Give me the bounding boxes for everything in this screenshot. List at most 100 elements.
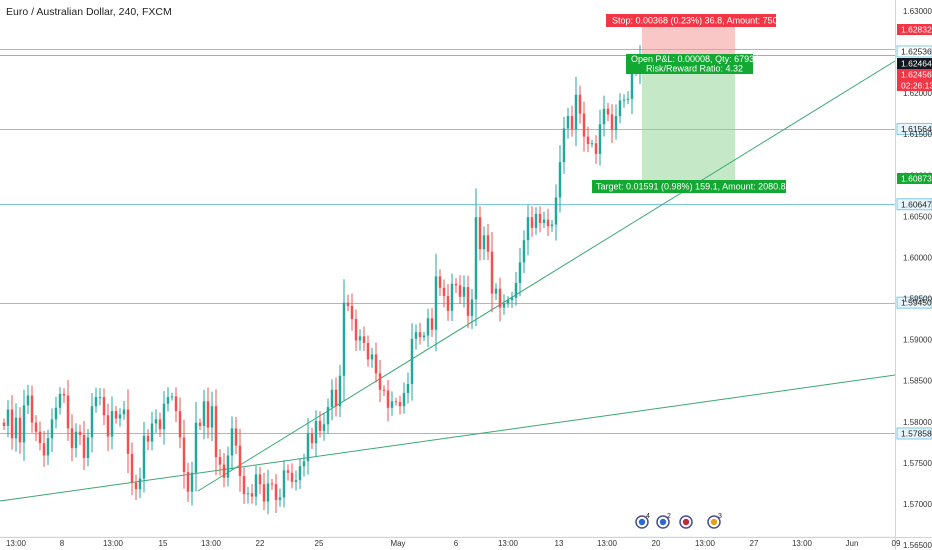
candle [418, 322, 422, 345]
candle [270, 478, 274, 490]
candle-body [362, 336, 366, 343]
candle [182, 419, 186, 489]
candle-body [422, 335, 426, 338]
candle [110, 396, 114, 450]
candle [122, 401, 126, 420]
candle-body [414, 332, 418, 339]
candle [342, 279, 346, 402]
candle-body [238, 445, 242, 477]
level-tag: 1.59450 [896, 296, 932, 309]
event-count: 3 [718, 513, 722, 520]
time-axis[interactable]: 13:00 8 13:00 15 13:00 22 25 May 6 13:00 13 13:00 20… [6, 539, 901, 548]
y-tick-label: 1.61500 [903, 130, 932, 139]
candle-body [110, 411, 114, 437]
x-tick-label: 22 [256, 539, 265, 548]
candle [174, 387, 178, 423]
candle-body [474, 217, 478, 300]
candle [126, 389, 130, 474]
pnl-label-box[interactable]: Open P&L: 0.00008, Qty: 67934 Risk/Rewar… [626, 54, 759, 74]
candle-body [570, 116, 574, 130]
candle [358, 329, 362, 351]
x-tick-label: May [390, 539, 405, 548]
candle-body [614, 116, 618, 131]
candle [322, 413, 326, 441]
stop-price-tag-text: 1.62832 [901, 25, 932, 35]
candle-body [42, 443, 46, 456]
candle [114, 405, 118, 424]
candle [538, 206, 542, 233]
candle [166, 387, 170, 412]
candle [466, 275, 470, 329]
candle-body [74, 431, 78, 449]
candle [526, 205, 530, 256]
candle [222, 453, 226, 488]
candle [54, 396, 58, 429]
y-tick-label: 1.60000 [903, 253, 932, 262]
candle-body [406, 384, 410, 394]
stop-label: Stop: 0.00368 (0.23%) 36.8, Amount: 750 [612, 16, 778, 26]
level-tag: 1.61564 [896, 122, 932, 135]
stop-label-box[interactable]: Stop: 0.00368 (0.23%) 36.8, Amount: 750 [606, 14, 778, 27]
x-tick-label: 6 [454, 539, 459, 548]
candle [334, 377, 338, 417]
candle [570, 105, 574, 137]
candle-body [314, 420, 318, 444]
y-tick-label: 1.59500 [903, 295, 932, 304]
x-tick-label: 27 [750, 539, 759, 548]
candle [250, 484, 254, 504]
level-tag: 1.60647 [896, 198, 932, 211]
candle-body [218, 457, 222, 465]
event-marker[interactable]: 3 [707, 513, 722, 529]
target-zone [642, 54, 735, 186]
candle [474, 188, 478, 327]
candle [278, 488, 282, 507]
candle-body [86, 437, 90, 458]
candle [38, 421, 42, 451]
candle [346, 294, 350, 312]
candle [50, 408, 54, 453]
candle [598, 109, 602, 166]
candle [282, 460, 286, 508]
candle [242, 467, 246, 504]
entry-price-tag-text: 1.62536 [901, 47, 932, 57]
candle [42, 430, 46, 467]
event-marker[interactable] [679, 515, 693, 529]
candle [2, 418, 6, 431]
candle [610, 104, 614, 144]
candle-body [462, 287, 466, 297]
price-axis[interactable]: 1.630001.625001.620001.615001.610001.605… [903, 7, 932, 550]
candle [214, 389, 218, 476]
candle [118, 408, 122, 427]
candle [62, 388, 66, 404]
candle-body [410, 338, 414, 385]
target-label-box[interactable]: Target: 0.01591 (0.98%) 159.1, Amount: 2… [592, 180, 791, 193]
candle [534, 207, 538, 235]
candle [530, 206, 534, 237]
candle [446, 284, 450, 321]
target-price-tag-text: 1.60873 [901, 174, 932, 184]
event-marker[interactable]: 4 [635, 513, 650, 529]
candle [506, 296, 510, 308]
candle-body [618, 100, 622, 117]
candle-body [502, 303, 506, 308]
x-tick-label: 13:00 [201, 539, 222, 548]
x-tick-label: 13:00 [6, 539, 27, 548]
candle-body [346, 302, 350, 306]
candle-body [498, 288, 502, 308]
candle [186, 462, 190, 502]
candle [602, 95, 606, 137]
candle-body [130, 453, 134, 483]
candle-body [98, 397, 102, 399]
candle-body [198, 422, 202, 426]
candle-body [214, 406, 218, 458]
candle [402, 382, 406, 414]
candle-body [250, 493, 254, 497]
candle-body [510, 297, 514, 301]
candle [362, 326, 366, 351]
candle-body [370, 354, 374, 360]
x-tick-label: 13 [555, 539, 564, 548]
event-marker[interactable]: 2 [656, 513, 671, 529]
candle-body [46, 438, 50, 456]
candle [406, 372, 410, 404]
